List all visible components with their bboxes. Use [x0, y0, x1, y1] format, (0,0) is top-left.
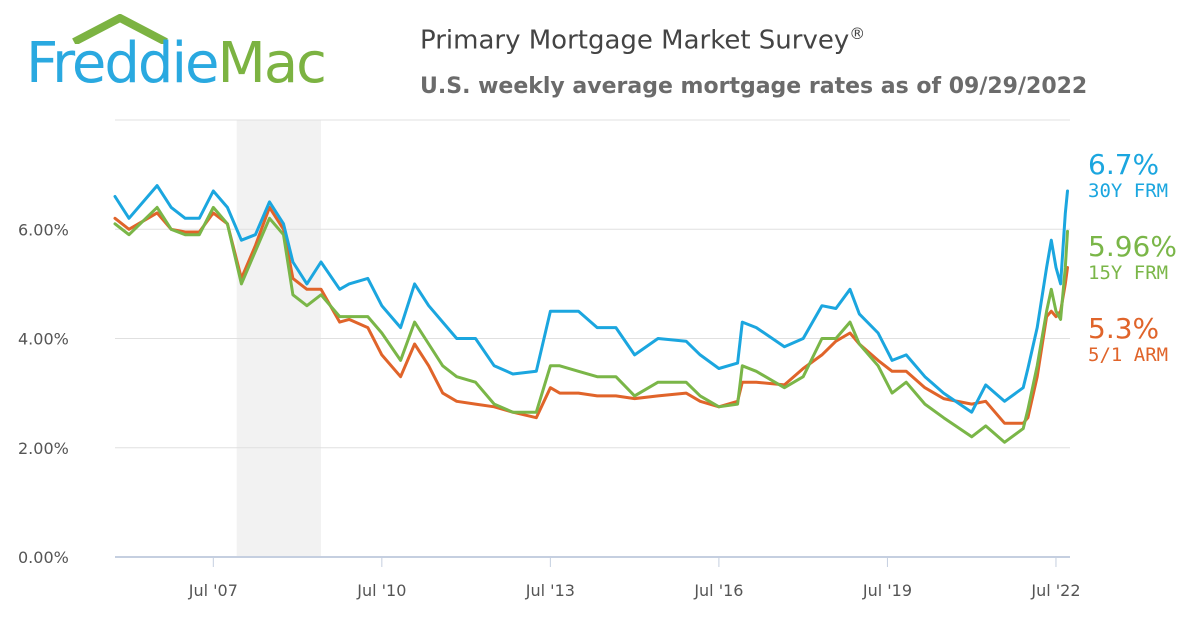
- y-tick-label: 4.00%: [18, 330, 69, 349]
- legend-item: 5.96% 15Y FRM: [1088, 230, 1177, 285]
- x-tick-label: Jul '10: [356, 581, 406, 600]
- legend-series-name: 30Y FRM: [1088, 180, 1169, 202]
- series-line-15y-frm: [113, 205, 1069, 444]
- y-tick-label: 2.00%: [18, 439, 69, 458]
- registered-mark: ®: [849, 24, 866, 43]
- page-subtitle: U.S. weekly average mortgage rates as of…: [420, 74, 1088, 99]
- page-title: Primary Mortgage Market Survey®: [420, 24, 865, 56]
- series-line-5-1-arm: [113, 205, 1069, 425]
- y-axis: 0.00% 2.00% 4.00% 6.00%: [18, 220, 69, 567]
- legend-value: 6.7%: [1088, 148, 1160, 181]
- x-tick-label: Jul '07: [188, 581, 238, 600]
- x-axis: Jul '07 Jul '10 Jul '13 Jul '16 Jul '19 Jul '…: [188, 557, 1081, 600]
- legend-series-name: 5/1 ARM: [1088, 344, 1169, 366]
- series-layer: [113, 184, 1069, 444]
- legend-series-name: 15Y FRM: [1088, 262, 1169, 284]
- y-tick-label: 0.00%: [18, 548, 69, 567]
- legend-value: 5.3%: [1088, 312, 1160, 345]
- legend-item: 6.7% 30Y FRM: [1088, 148, 1169, 203]
- x-tick-label: Jul '16: [693, 581, 743, 600]
- title-text: Primary Mortgage Market Survey: [420, 25, 850, 56]
- logo-mac: Mac: [217, 31, 327, 96]
- logo-freddie: Freddie: [26, 31, 219, 96]
- y-tick-label: 6.00%: [18, 220, 69, 239]
- series-line-30y-frm: [113, 184, 1069, 414]
- legend-value: 5.96%: [1088, 230, 1177, 263]
- logo-wordmark: FreddieMac: [26, 36, 327, 92]
- freddie-mac-logo: FreddieMac: [26, 14, 386, 109]
- x-tick-label: Jul '19: [862, 581, 912, 600]
- x-tick-label: Jul '13: [525, 581, 575, 600]
- roof-icon: [72, 14, 168, 44]
- x-tick-label: Jul '22: [1030, 581, 1080, 600]
- gridline-layer: [115, 119, 1070, 558]
- legend-item: 5.3% 5/1 ARM: [1088, 312, 1169, 367]
